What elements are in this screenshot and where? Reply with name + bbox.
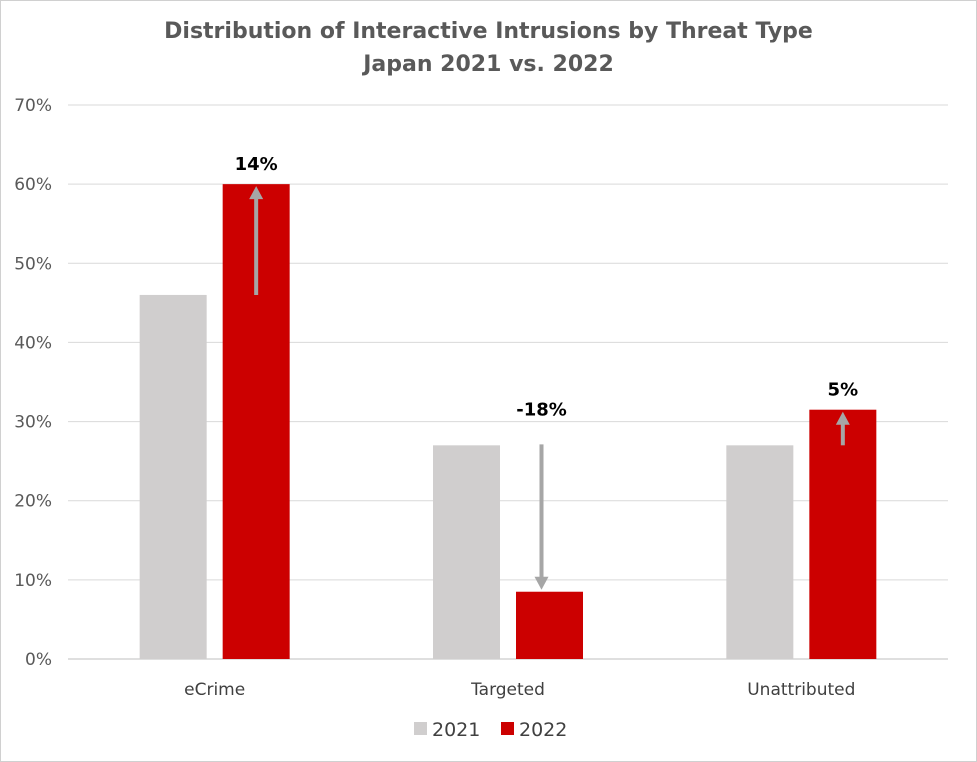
arrow-up-icon: [249, 186, 264, 200]
gridlines: [68, 104, 948, 660]
y-tick-label: 50%: [14, 254, 52, 274]
legend-label: 2021: [432, 719, 480, 741]
bar-2022-targeted: [516, 591, 583, 659]
change-label: 14%: [235, 154, 278, 175]
y-tick-label: 10%: [14, 571, 52, 591]
arrow-down-icon: [534, 576, 549, 590]
x-tick-label: Targeted: [470, 680, 545, 700]
y-tick-label: 0%: [25, 650, 52, 670]
y-tick-label: 30%: [14, 413, 52, 433]
legend-swatch-2022: [501, 722, 514, 735]
change-arrows: 14% -18% 5%: [235, 154, 858, 590]
legend: 2021 2022: [414, 719, 567, 741]
change-label: 5%: [828, 380, 859, 401]
chart-title: Distribution of Interactive Intrusions b…: [164, 19, 813, 44]
change-label: -18%: [516, 399, 567, 420]
arrow-up-icon: [835, 411, 850, 425]
x-tick-label: eCrime: [184, 680, 245, 700]
bar-2021-targeted: [433, 445, 500, 659]
legend-swatch-2021: [414, 722, 427, 735]
legend-label: 2022: [519, 719, 567, 741]
bar-2021-ecrime: [139, 294, 207, 659]
y-tick-label: 70%: [14, 96, 52, 116]
x-axis: eCrime Targeted Unattributed: [184, 680, 855, 700]
x-tick-label: Unattributed: [747, 680, 855, 700]
y-tick-label: 60%: [14, 175, 52, 195]
y-axis: 0% 10% 20% 30% 40% 50% 60% 70%: [14, 96, 52, 670]
y-tick-label: 20%: [14, 492, 52, 512]
bar-2021-unattributed: [726, 445, 794, 659]
y-tick-label: 40%: [14, 333, 52, 353]
bar-2022-unattributed: [809, 409, 877, 659]
chart-subtitle: Japan 2021 vs. 2022: [363, 52, 614, 77]
bars: [139, 184, 877, 659]
